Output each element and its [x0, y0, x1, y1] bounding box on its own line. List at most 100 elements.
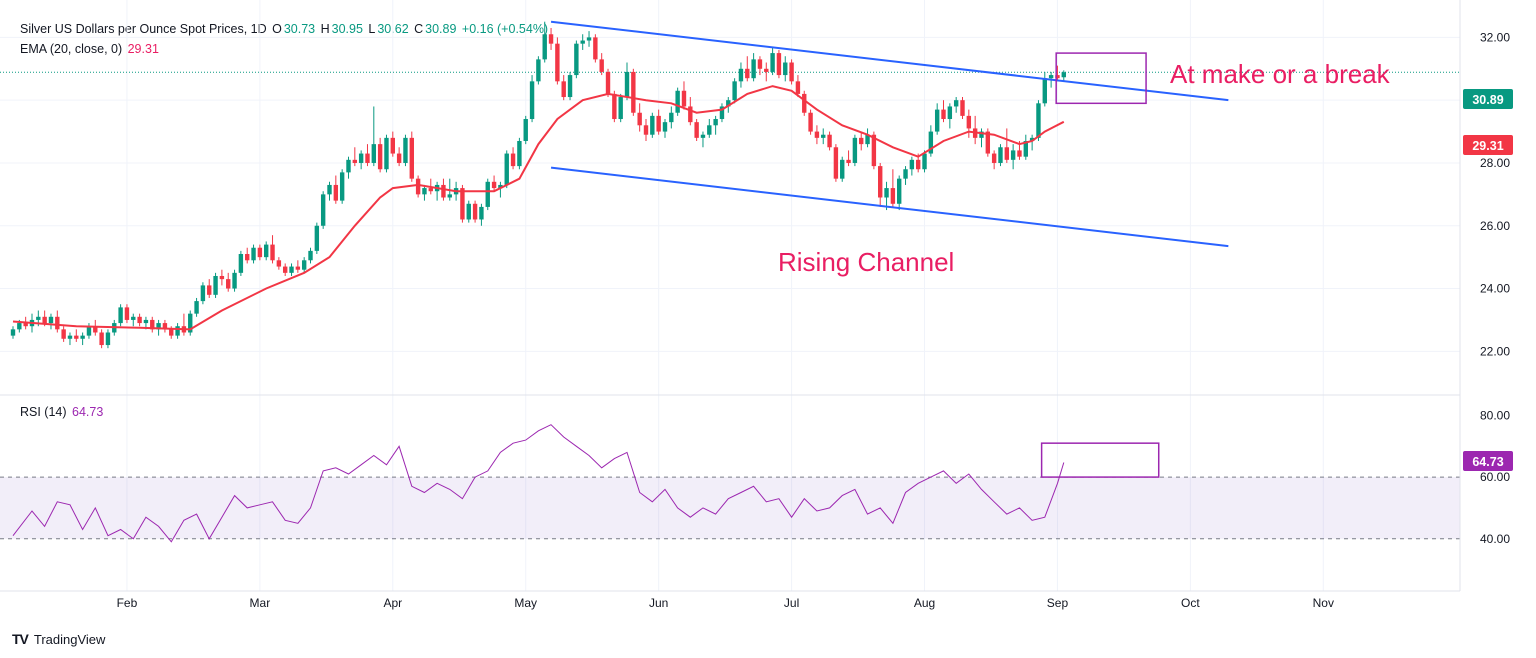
candle[interactable] — [624, 62, 630, 101]
candle[interactable] — [162, 319, 168, 333]
candle[interactable] — [897, 175, 902, 211]
candle[interactable] — [124, 304, 130, 324]
candle[interactable] — [67, 332, 73, 346]
candle[interactable] — [200, 282, 206, 305]
candle[interactable] — [238, 250, 244, 276]
candle[interactable] — [295, 260, 301, 273]
candle[interactable] — [466, 200, 471, 223]
candle[interactable] — [770, 46, 775, 76]
candle[interactable] — [137, 313, 142, 327]
candle[interactable] — [998, 144, 1003, 167]
candle[interactable] — [339, 169, 345, 204]
candle[interactable] — [384, 134, 389, 173]
candle[interactable] — [504, 150, 509, 189]
candle[interactable] — [555, 37, 560, 85]
candle[interactable] — [852, 134, 858, 167]
candle[interactable] — [409, 131, 414, 182]
candle[interactable] — [991, 150, 997, 170]
candle[interactable] — [972, 115, 978, 145]
candle[interactable] — [188, 310, 193, 336]
candle[interactable] — [491, 175, 497, 192]
candle[interactable] — [472, 200, 478, 223]
candle[interactable] — [586, 31, 592, 47]
candle[interactable] — [352, 147, 358, 167]
candle[interactable] — [194, 297, 199, 317]
candle[interactable] — [80, 332, 85, 346]
candle[interactable] — [181, 313, 187, 336]
candle[interactable] — [105, 329, 111, 349]
channel-lower-line[interactable] — [550, 166, 1229, 248]
candle[interactable] — [422, 184, 427, 201]
candle[interactable] — [327, 181, 332, 201]
candle[interactable] — [567, 71, 573, 101]
candle[interactable] — [561, 75, 566, 101]
candle[interactable] — [764, 62, 769, 82]
candle[interactable] — [833, 144, 839, 182]
candle[interactable] — [960, 97, 965, 120]
candle[interactable] — [48, 313, 54, 330]
candle[interactable] — [346, 156, 351, 179]
candle[interactable] — [656, 109, 661, 135]
annotation-channel[interactable]: Rising Channel — [778, 247, 954, 277]
candle[interactable] — [947, 103, 953, 129]
candle[interactable] — [1061, 70, 1066, 81]
candle[interactable] — [903, 166, 908, 185]
candle[interactable] — [523, 115, 528, 145]
candle[interactable] — [131, 313, 136, 327]
candle[interactable] — [757, 56, 763, 76]
candle[interactable] — [1010, 144, 1016, 170]
candle[interactable] — [681, 81, 687, 110]
candle[interactable] — [612, 90, 617, 123]
candle[interactable] — [308, 247, 313, 264]
candle[interactable] — [1036, 100, 1041, 141]
candle[interactable] — [707, 119, 712, 138]
candle[interactable] — [574, 40, 579, 79]
candle[interactable] — [846, 150, 851, 167]
candle[interactable] — [232, 269, 237, 292]
candle[interactable] — [485, 178, 490, 211]
candle[interactable] — [74, 329, 79, 342]
candle[interactable] — [1029, 134, 1035, 151]
candle[interactable] — [403, 134, 408, 167]
candle[interactable] — [257, 244, 263, 261]
candle[interactable] — [415, 175, 421, 198]
candle[interactable] — [61, 326, 66, 342]
candle[interactable] — [93, 319, 98, 336]
candle[interactable] — [434, 181, 440, 201]
candle[interactable] — [320, 191, 326, 229]
candle[interactable] — [605, 68, 611, 98]
candle[interactable] — [890, 169, 896, 207]
candle[interactable] — [517, 137, 522, 170]
candle[interactable] — [371, 106, 377, 167]
candle[interactable] — [1042, 71, 1047, 107]
candle[interactable] — [301, 257, 307, 273]
candle[interactable] — [276, 257, 282, 270]
candle[interactable] — [878, 162, 883, 207]
candle[interactable] — [358, 150, 364, 170]
candle[interactable] — [909, 156, 915, 176]
candle[interactable] — [479, 203, 484, 226]
candle[interactable] — [979, 128, 984, 148]
candle[interactable] — [814, 125, 820, 145]
highlight-box-rsi[interactable] — [1040, 442, 1160, 478]
candle[interactable] — [264, 241, 269, 261]
candle[interactable] — [732, 78, 737, 104]
candle[interactable] — [226, 272, 231, 292]
candle[interactable] — [840, 156, 845, 182]
candle[interactable] — [934, 103, 940, 135]
candle[interactable] — [213, 272, 218, 298]
candle[interactable] — [377, 137, 383, 173]
candle[interactable] — [795, 75, 801, 98]
candle[interactable] — [789, 59, 794, 85]
candle[interactable] — [675, 87, 680, 116]
candle[interactable] — [150, 316, 155, 333]
candle[interactable] — [396, 147, 402, 167]
candle[interactable] — [751, 53, 756, 82]
candle[interactable] — [245, 247, 250, 264]
candle[interactable] — [289, 263, 294, 276]
candle[interactable] — [745, 56, 750, 82]
candle[interactable] — [282, 263, 288, 276]
candle[interactable] — [808, 109, 813, 135]
candle[interactable] — [783, 56, 788, 82]
